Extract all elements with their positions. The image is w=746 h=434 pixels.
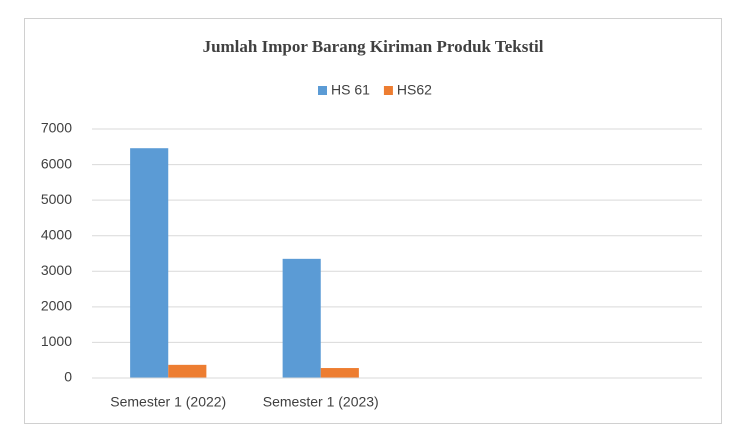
y-tick-label: 6000 bbox=[41, 155, 72, 171]
legend-swatch bbox=[318, 86, 327, 95]
chart-title: Jumlah Impor Barang Kiriman Produk Tekst… bbox=[203, 37, 544, 56]
bar bbox=[130, 148, 169, 378]
y-tick-label: 0 bbox=[64, 369, 72, 385]
y-tick-label: 2000 bbox=[41, 298, 72, 314]
y-tick-label: 4000 bbox=[41, 226, 72, 242]
y-tick-label: 5000 bbox=[41, 191, 72, 207]
bar bbox=[168, 364, 207, 378]
y-tick-label: 3000 bbox=[41, 262, 72, 278]
legend-swatch bbox=[383, 86, 393, 95]
y-tick-label: 1000 bbox=[41, 333, 72, 349]
bar bbox=[320, 368, 359, 378]
legend-label: HS62 bbox=[397, 82, 432, 98]
x-tick-label: Semester 1 (2022) bbox=[110, 394, 226, 410]
chart-frame bbox=[24, 18, 722, 424]
x-tick-label: Semester 1 (2023) bbox=[263, 394, 379, 410]
y-tick-label: 7000 bbox=[41, 120, 72, 136]
legend-label: HS 61 bbox=[331, 82, 370, 98]
bar bbox=[282, 258, 321, 378]
